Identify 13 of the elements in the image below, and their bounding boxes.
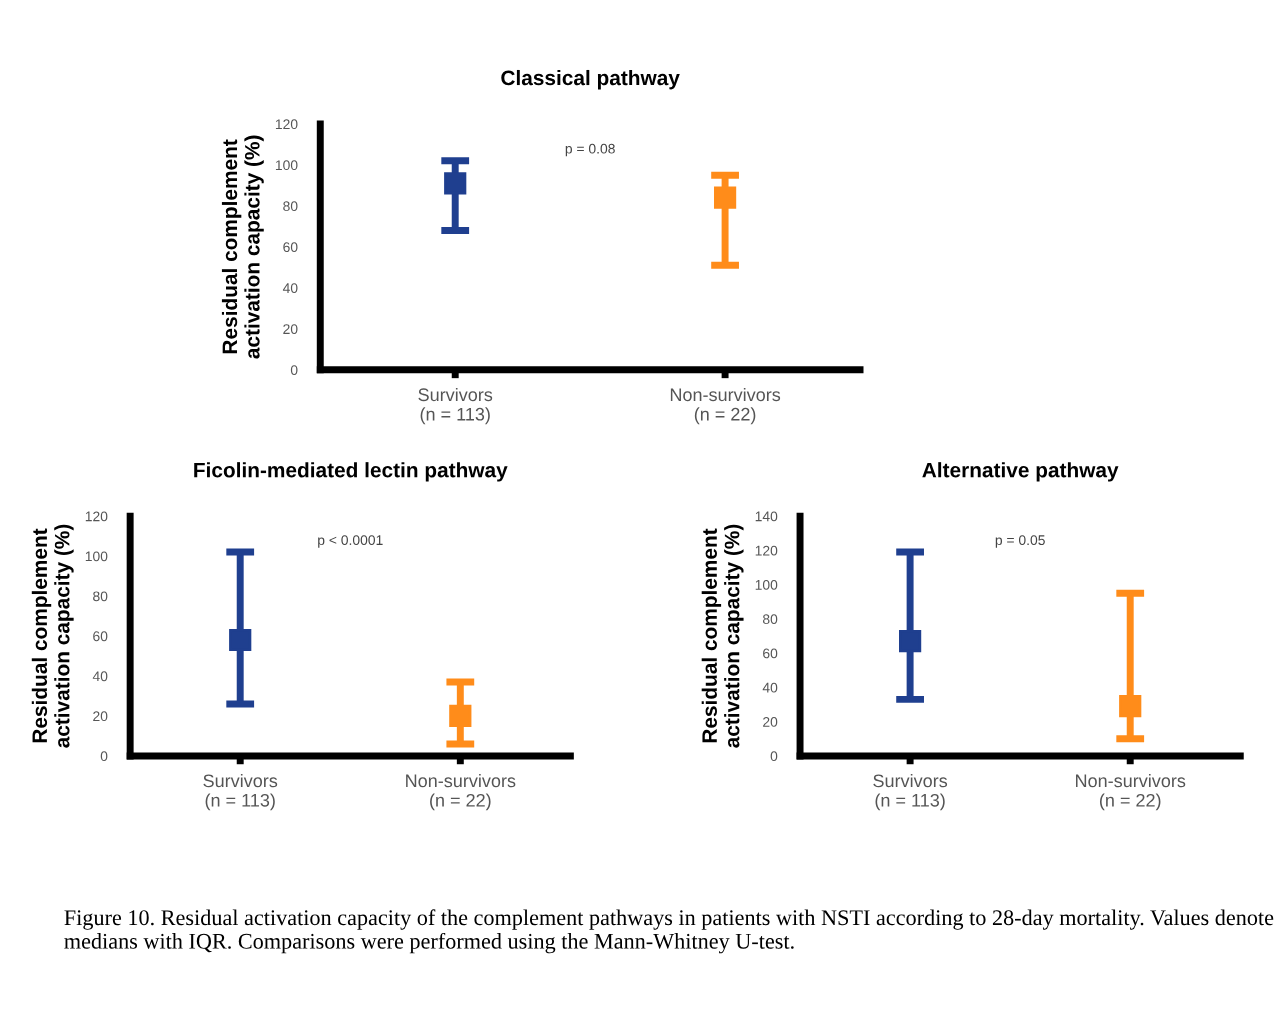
chart-title: Classical pathway xyxy=(501,69,680,90)
y-axis-title: Residual complement activation capacity (%) xyxy=(701,524,744,748)
chart-title: Ficolin-mediated lectin pathway xyxy=(194,462,508,482)
x-tick-label: Non-survivors (n = 22) xyxy=(406,773,516,811)
x-tick-label: Survivors (n = 113) xyxy=(203,773,278,811)
x-tick-label: Survivors (n = 113) xyxy=(873,773,948,811)
caption: Figure 10. Residual activation capacity of the complement pathways in patients with NSTI according to 28-day mortality. Values denote medians with IQR. Comparisons were performed using the Mann-Whitney U-test. xyxy=(64,909,1274,954)
y-axis-title: Residual complement activation capacity (%) xyxy=(221,135,264,359)
y-axis-title: Residual complement activation capacity (%) xyxy=(31,524,74,748)
x-tick-label: Survivors (n = 113) xyxy=(418,387,493,425)
x-tick-label: Non-survivors (n = 22) xyxy=(670,387,781,425)
chart-title: Alternative pathway xyxy=(922,462,1119,482)
x-tick-label: Non-survivors (n = 22) xyxy=(1076,773,1186,811)
